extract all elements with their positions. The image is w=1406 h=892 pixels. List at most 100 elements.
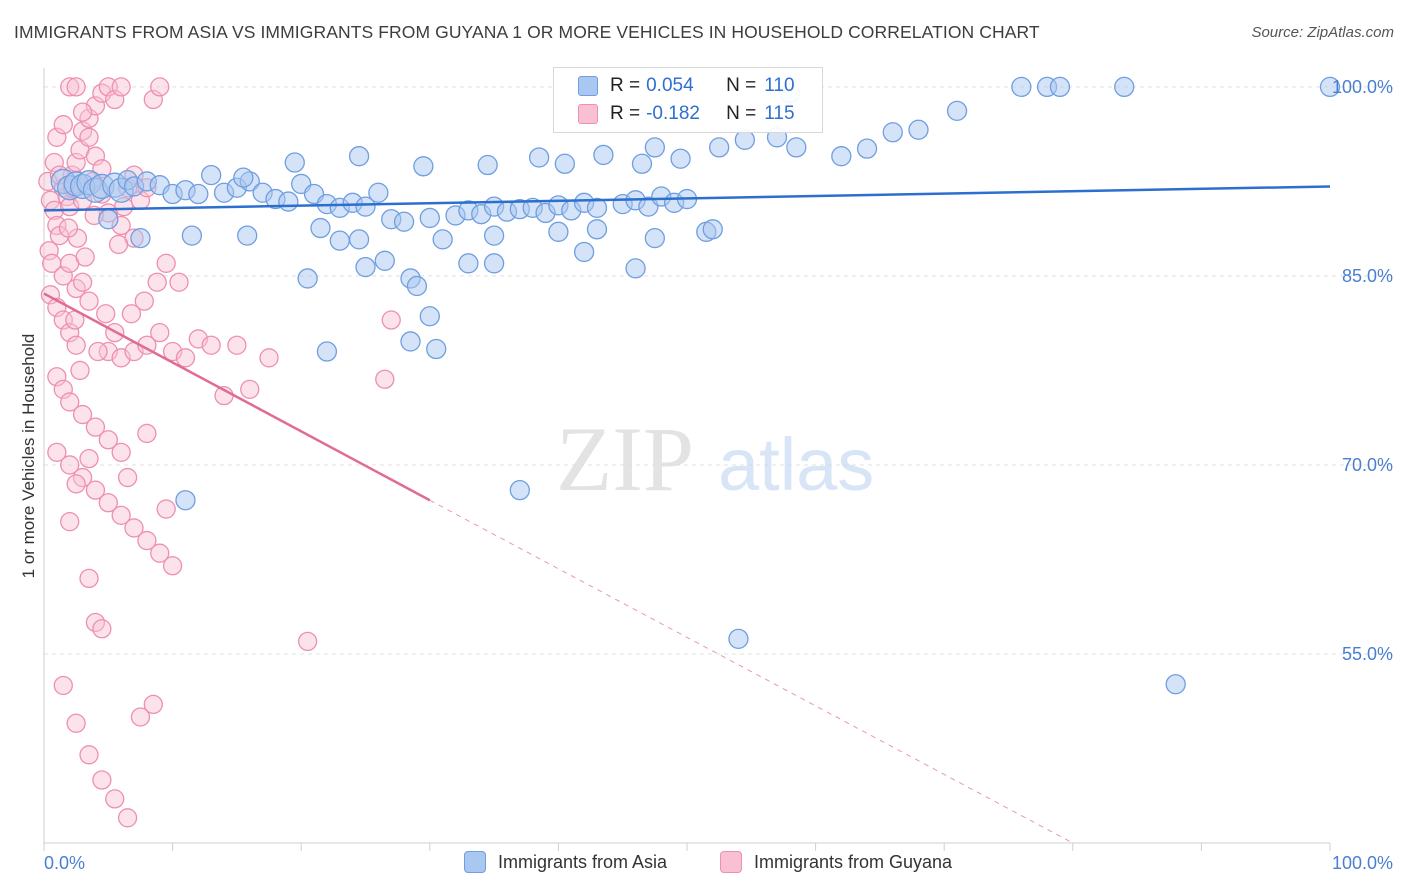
asia-n-value: 110	[764, 75, 795, 96]
asia-point	[233, 167, 254, 188]
asia-point	[644, 227, 665, 249]
watermark: ZIP atlas	[556, 408, 874, 510]
asia-point	[130, 227, 151, 249]
guyana-point	[79, 449, 99, 469]
guyana-point	[124, 518, 144, 538]
guyana-point	[85, 146, 106, 166]
guyana-trend-extension	[429, 499, 1074, 844]
asia-point	[631, 153, 653, 174]
guyana-point	[117, 808, 138, 828]
asia-point	[432, 229, 453, 250]
asia-point	[419, 207, 440, 229]
asia-point	[856, 138, 878, 159]
guyana-legend-label: Immigrants from Guyana	[754, 851, 953, 872]
guyana-point	[79, 745, 99, 765]
asia-point	[355, 256, 376, 278]
guyana-point	[44, 152, 64, 173]
guyana-point	[143, 694, 163, 715]
guyana-point	[66, 77, 86, 97]
asia-point	[400, 331, 421, 352]
guyana-point	[60, 455, 80, 475]
x-tick-label-max: 100.0%	[1332, 853, 1393, 873]
guyana-point	[297, 631, 318, 652]
guyana-point	[47, 442, 67, 462]
guyana-point	[66, 335, 86, 355]
guyana-point	[137, 530, 157, 551]
legend-row-asia: R = 0.054 N = 110	[578, 71, 795, 101]
y-axis-label: 1 or more Vehicles in Household	[19, 334, 38, 579]
guyana-point	[98, 430, 118, 450]
guyana-point	[143, 89, 163, 110]
asia-point	[419, 306, 440, 327]
guyana-point	[39, 241, 59, 261]
guyana-point	[92, 619, 112, 639]
guyana-point	[150, 322, 170, 343]
guyana-point	[79, 291, 99, 311]
guyana-point	[169, 272, 189, 292]
guyana-point	[156, 253, 176, 273]
guyana-point	[105, 89, 125, 110]
guyana-point	[53, 675, 73, 696]
asia-trend-line	[43, 185, 1331, 212]
asia-point	[406, 275, 428, 297]
guyana-point	[156, 499, 176, 519]
asia-point	[509, 480, 530, 501]
asia-r-value: 0.054	[646, 75, 694, 96]
asia-point	[670, 148, 691, 169]
asia-point	[573, 241, 595, 263]
guyana-swatch	[578, 104, 598, 124]
asia-legend-label: Immigrants from Asia	[498, 851, 668, 872]
guyana-point	[381, 310, 401, 330]
guyana-point	[259, 348, 279, 368]
asia-n-label: N =	[726, 75, 757, 96]
asia-point	[728, 628, 749, 650]
asia-point	[709, 137, 730, 158]
guyana-point	[60, 77, 80, 97]
guyana-point	[70, 360, 90, 381]
guyana-point	[72, 272, 93, 292]
asia-point	[201, 164, 222, 186]
asia-point	[831, 146, 852, 167]
asia-r-label: R =	[610, 75, 641, 96]
guyana-point	[201, 335, 221, 355]
guyana-point	[88, 341, 108, 362]
guyana-point	[79, 568, 99, 589]
legend-item-asia[interactable]: Immigrants from Asia	[464, 851, 667, 873]
y-tick-label: 85.0%	[1342, 266, 1393, 286]
axes	[43, 68, 1331, 851]
guyana-point	[130, 707, 151, 727]
guyana-point	[96, 304, 116, 324]
guyana-point	[66, 713, 86, 733]
asia-point	[586, 219, 608, 240]
y-tick-label: 70.0%	[1342, 455, 1393, 475]
asia-point	[554, 153, 575, 174]
guyana-r-value: -0.182	[646, 103, 700, 124]
asia-point	[181, 225, 203, 246]
tick-labels: 55.0% 70.0% 85.0% 100.0% 0.0% 100.0%	[44, 77, 1393, 873]
guyana-point	[108, 234, 129, 255]
guyana-point	[60, 512, 80, 532]
x-tick-label-min: 0.0%	[44, 853, 85, 873]
asia-point	[413, 156, 434, 177]
asia-point	[175, 490, 196, 511]
asia-point	[310, 217, 331, 239]
asia-point	[734, 129, 756, 150]
stats-legend: R = 0.054 N = 110 R = -0.182 N = 115	[553, 67, 823, 133]
asia-point	[278, 191, 299, 212]
guyana-point	[53, 115, 73, 135]
guyana-point	[92, 770, 112, 790]
asia-point	[284, 152, 305, 173]
guyana-point	[60, 322, 80, 343]
asia-point	[1049, 76, 1071, 98]
guyana-point	[58, 218, 79, 238]
guyana-r-label: R =	[610, 103, 641, 124]
asia-point	[98, 209, 119, 230]
guyana-point	[111, 77, 131, 97]
asia-point	[625, 258, 646, 279]
legend-item-guyana[interactable]: Immigrants from Guyana	[720, 851, 952, 873]
guyana-point	[121, 304, 142, 324]
watermark-atlas: atlas	[718, 423, 874, 506]
guyana-point	[240, 379, 260, 399]
asia-point	[348, 146, 370, 167]
